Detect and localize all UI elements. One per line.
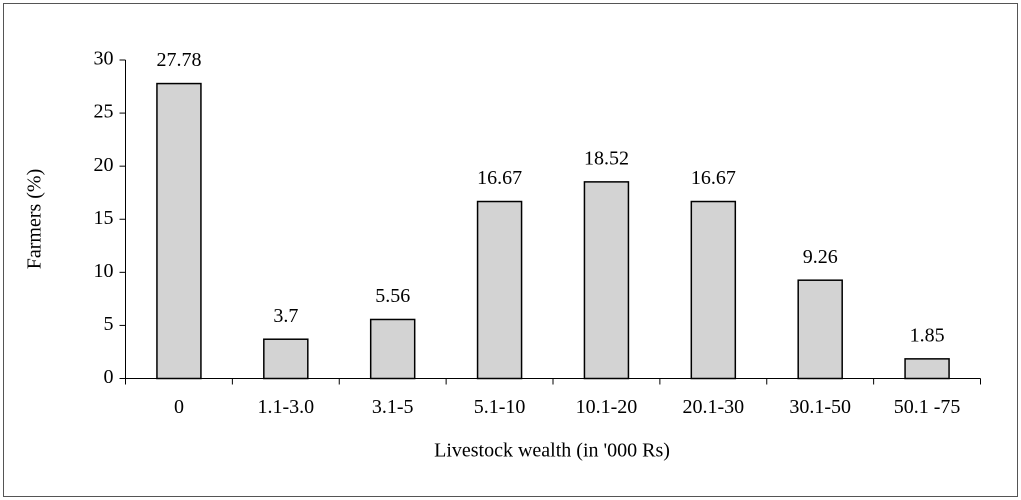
y-tick-label: 20	[94, 154, 114, 176]
x-tick-label: 3.1-5	[372, 396, 414, 418]
bar	[797, 279, 843, 380]
x-axis-label: Livestock wealth (in '000 Rs)	[434, 440, 670, 462]
y-axis-label: Farmers (%)	[24, 169, 46, 270]
bar	[904, 358, 950, 380]
y-tick-label: 30	[94, 48, 114, 70]
x-tick-label: 1.1-3.0	[257, 396, 314, 418]
data-label: 9.26	[803, 246, 838, 268]
y-tick-label: 15	[94, 207, 114, 229]
bar	[583, 181, 630, 380]
data-label: 1.85	[910, 324, 945, 346]
data-label: 3.7	[273, 305, 298, 327]
y-tick-label: 10	[94, 260, 114, 282]
x-tick-label: 50.1 -75	[894, 396, 961, 418]
x-tick-label: 5.1-10	[474, 396, 526, 418]
chart-border	[3, 3, 1018, 497]
y-tick-label: 25	[94, 101, 114, 123]
y-tick-label: 0	[104, 366, 114, 388]
data-label: 27.78	[156, 49, 201, 71]
data-label: 16.67	[477, 167, 522, 189]
bar	[476, 200, 523, 380]
x-tick-label: 0	[174, 396, 184, 418]
x-tick-label: 20.1-30	[682, 396, 744, 418]
x-tick-label: 10.1-20	[576, 396, 638, 418]
data-label: 18.52	[584, 147, 629, 169]
y-tick-label: 5	[104, 313, 114, 335]
bar	[369, 318, 416, 380]
bar	[690, 200, 737, 380]
data-label: 5.56	[375, 285, 410, 307]
bar	[156, 82, 202, 380]
x-tick-label: 30.1-50	[789, 396, 851, 418]
bar	[263, 338, 309, 380]
data-label: 16.67	[691, 167, 736, 189]
